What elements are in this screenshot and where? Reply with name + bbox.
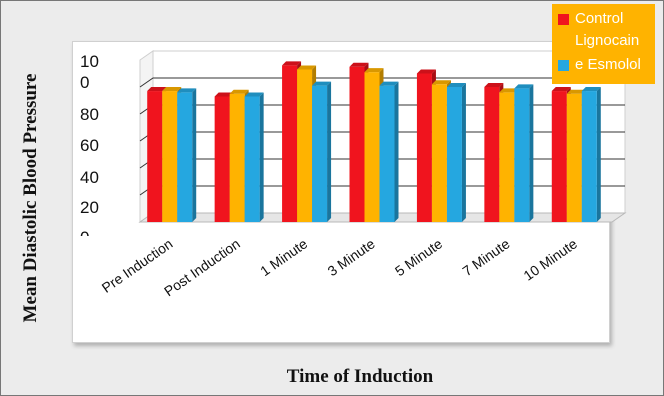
bar-top [297,65,317,70]
y-tick-label: 10 [80,52,99,71]
bar-top [431,80,451,85]
bar-top [147,87,167,92]
x-axis-label: Time of Induction [286,366,434,387]
bar-side [529,84,534,222]
bar [499,92,515,223]
bar-side [259,92,264,222]
legend-label-lignocaine: Lignocain [575,32,640,49]
gridline [139,77,625,88]
bar [349,66,365,222]
bar-top [244,92,264,97]
y-tick-label: 80 [80,105,99,124]
legend-label-esmolol: e Esmolol [575,56,641,73]
bar-top [379,81,399,86]
y-axis-label: Mean Diastolic Blood Pressure [20,73,41,323]
y-tick-label: 40 [80,168,99,187]
legend-item-esmolol: e Esmolol [558,56,655,74]
bar [364,72,380,223]
bar [431,84,447,222]
bar-top [229,89,249,94]
bar [244,96,260,222]
tick-clip-cover [76,236,106,244]
bar-side [461,83,466,222]
legend-item-control: Control [558,10,655,28]
bar-top [499,88,519,93]
bar [297,69,313,222]
bar-side [394,81,399,223]
bar-top [312,81,332,86]
bar [416,73,432,222]
legend-label-control: Control [575,10,624,27]
bar [566,93,582,222]
x-tick-label: Post Induction [161,235,243,299]
bar-side [327,81,332,223]
bar-top [349,62,369,67]
bar-side [596,87,601,222]
x-tick-label: 5 Minute [392,235,445,279]
bar [229,93,245,222]
legend-swatch-red [558,14,569,25]
bar-top [214,92,234,97]
bar-top [484,83,504,87]
bar-top [162,87,182,92]
x-tick-label: 3 Minute [325,235,378,279]
bar-side [192,88,197,223]
x-tick-label: 1 Minute [257,235,310,279]
bar [514,88,530,222]
bar [551,91,567,222]
bar-top [364,68,384,73]
bar [147,91,163,222]
bar-top [416,69,436,74]
bar [446,87,462,222]
bar-top [177,88,197,93]
bar-top [282,61,302,66]
bar [177,92,193,223]
bar [162,91,178,222]
bar [282,65,298,223]
y-tick-label: 20 [80,198,99,217]
legend: Control Lignocain e Esmolol [552,4,655,84]
bar-top [514,84,534,89]
y-tick-label: 60 [80,136,99,155]
bar-top [566,89,586,94]
legend-swatch-blue [558,60,569,71]
bar [484,87,500,222]
bar [312,85,328,223]
legend-item-lignocaine: Lignocain [558,32,655,50]
bar-top [581,87,601,92]
x-tick-label: 10 Minute [520,235,580,283]
bar-top [446,83,466,87]
y-tick-label: 0 [80,73,89,92]
x-tick-label: 7 Minute [459,235,512,279]
bar [581,91,597,222]
bar [379,85,395,223]
bar [214,96,230,222]
bar-top [551,87,571,92]
